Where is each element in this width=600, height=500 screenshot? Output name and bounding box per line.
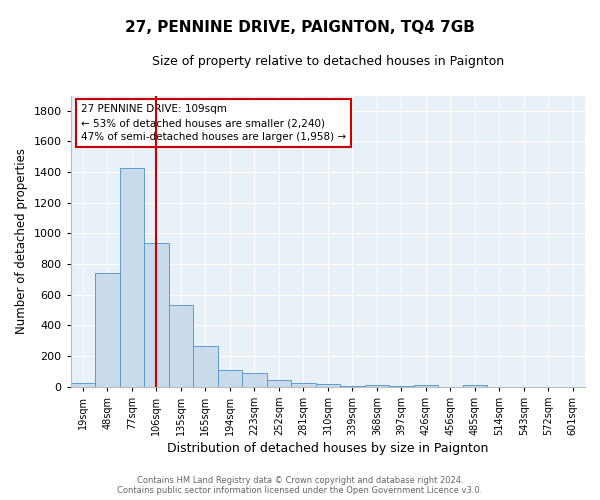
Bar bbox=[193, 346, 218, 387]
Bar bbox=[169, 304, 193, 386]
Bar bbox=[365, 384, 389, 386]
Bar bbox=[291, 382, 316, 386]
Bar bbox=[119, 168, 144, 386]
Y-axis label: Number of detached properties: Number of detached properties bbox=[15, 148, 28, 334]
Bar bbox=[71, 384, 95, 386]
Text: 27 PENNINE DRIVE: 109sqm
← 53% of detached houses are smaller (2,240)
47% of sem: 27 PENNINE DRIVE: 109sqm ← 53% of detach… bbox=[81, 104, 346, 142]
Text: Contains HM Land Registry data © Crown copyright and database right 2024.
Contai: Contains HM Land Registry data © Crown c… bbox=[118, 476, 482, 495]
Bar bbox=[242, 372, 266, 386]
Bar bbox=[316, 384, 340, 386]
Text: 27, PENNINE DRIVE, PAIGNTON, TQ4 7GB: 27, PENNINE DRIVE, PAIGNTON, TQ4 7GB bbox=[125, 20, 475, 35]
Bar bbox=[144, 244, 169, 386]
Bar bbox=[413, 384, 438, 386]
Bar bbox=[266, 380, 291, 386]
Bar bbox=[95, 273, 119, 386]
Bar bbox=[218, 370, 242, 386]
Title: Size of property relative to detached houses in Paignton: Size of property relative to detached ho… bbox=[152, 55, 504, 68]
X-axis label: Distribution of detached houses by size in Paignton: Distribution of detached houses by size … bbox=[167, 442, 488, 455]
Bar bbox=[463, 384, 487, 386]
